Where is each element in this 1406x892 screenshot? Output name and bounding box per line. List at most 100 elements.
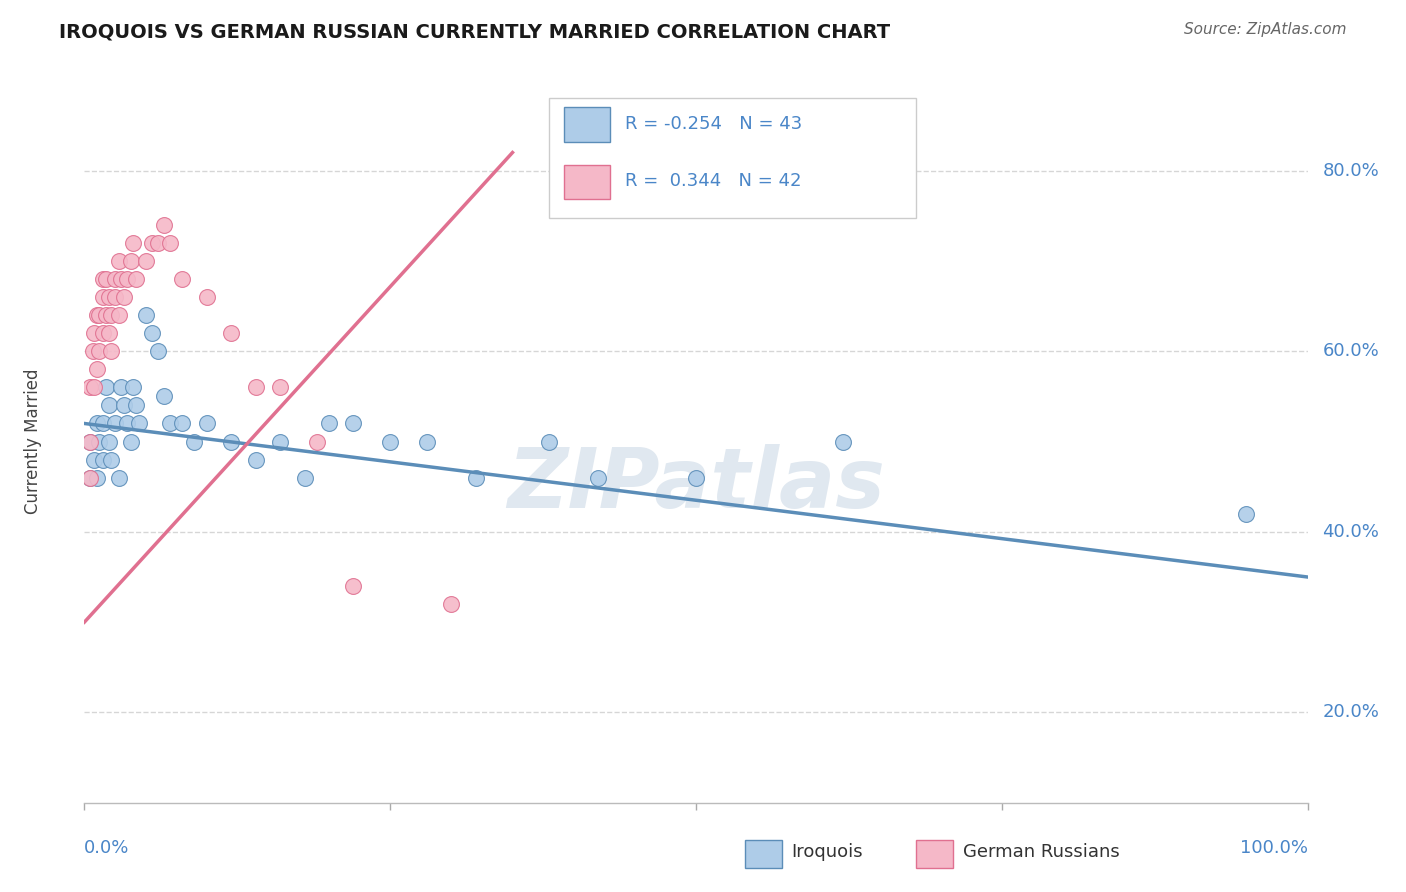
Point — [120, 434, 142, 449]
Point — [135, 308, 157, 322]
Text: IROQUOIS VS GERMAN RUSSIAN CURRENTLY MARRIED CORRELATION CHART: IROQUOIS VS GERMAN RUSSIAN CURRENTLY MAR… — [59, 22, 890, 41]
FancyBboxPatch shape — [564, 165, 610, 200]
FancyBboxPatch shape — [564, 107, 610, 142]
Point — [538, 434, 561, 449]
Point — [79, 470, 101, 484]
Point — [96, 272, 118, 286]
Point — [110, 380, 132, 394]
Point — [96, 308, 118, 322]
Point — [96, 380, 118, 394]
Point — [79, 380, 101, 394]
Text: R =  0.344   N = 42: R = 0.344 N = 42 — [626, 172, 801, 190]
Point — [342, 417, 364, 431]
Point — [831, 434, 853, 449]
Text: Source: ZipAtlas.com: Source: ZipAtlas.com — [1184, 22, 1347, 37]
Point — [91, 272, 114, 286]
Point — [120, 253, 142, 268]
Point — [141, 326, 163, 340]
Point — [464, 470, 486, 484]
Point — [97, 290, 120, 304]
Point — [86, 362, 108, 376]
Point — [342, 579, 364, 593]
Point — [83, 326, 105, 340]
Point — [115, 417, 138, 431]
FancyBboxPatch shape — [550, 98, 917, 218]
Point — [97, 434, 120, 449]
Text: Iroquois: Iroquois — [792, 843, 863, 861]
Text: 40.0%: 40.0% — [1322, 523, 1379, 541]
Point — [159, 417, 181, 431]
Point — [153, 389, 176, 403]
Point — [91, 417, 114, 431]
Point — [318, 417, 340, 431]
Point — [245, 380, 267, 394]
Point — [440, 597, 463, 611]
Point — [146, 235, 169, 250]
Point — [87, 434, 110, 449]
Point — [122, 235, 145, 250]
Point — [128, 417, 150, 431]
Point — [97, 326, 120, 340]
Point — [91, 452, 114, 467]
Point — [100, 452, 122, 467]
Point — [107, 253, 129, 268]
Point — [83, 380, 105, 394]
Text: 20.0%: 20.0% — [1322, 704, 1379, 722]
Point — [195, 290, 218, 304]
Point — [100, 344, 122, 359]
Point — [125, 272, 148, 286]
Point — [125, 398, 148, 412]
Point — [87, 344, 110, 359]
Point — [107, 470, 129, 484]
Text: German Russians: German Russians — [963, 843, 1119, 861]
Point — [305, 434, 328, 449]
Point — [172, 272, 194, 286]
Text: R = -0.254   N = 43: R = -0.254 N = 43 — [626, 115, 803, 133]
Point — [97, 398, 120, 412]
Point — [219, 434, 242, 449]
Point — [685, 470, 707, 484]
Point — [104, 290, 127, 304]
Text: ZIPatlas: ZIPatlas — [508, 444, 884, 525]
Point — [172, 417, 194, 431]
Point — [146, 344, 169, 359]
Point — [219, 326, 242, 340]
Point — [112, 398, 135, 412]
Point — [110, 272, 132, 286]
Point — [141, 235, 163, 250]
Text: 80.0%: 80.0% — [1322, 161, 1379, 179]
Point — [115, 272, 138, 286]
Point — [269, 380, 291, 394]
Text: 60.0%: 60.0% — [1322, 343, 1379, 360]
Point — [294, 470, 316, 484]
Point — [86, 417, 108, 431]
Point — [195, 417, 218, 431]
Point — [107, 308, 129, 322]
Point — [91, 326, 114, 340]
Point — [245, 452, 267, 467]
Point — [112, 290, 135, 304]
Point — [79, 434, 101, 449]
FancyBboxPatch shape — [745, 840, 782, 868]
Point — [104, 417, 127, 431]
Point — [183, 434, 205, 449]
Point — [82, 344, 104, 359]
Point — [135, 253, 157, 268]
Point — [104, 272, 127, 286]
FancyBboxPatch shape — [917, 840, 953, 868]
Text: 0.0%: 0.0% — [84, 838, 129, 857]
Point — [416, 434, 439, 449]
Text: 100.0%: 100.0% — [1240, 838, 1308, 857]
Point — [86, 470, 108, 484]
Point — [380, 434, 402, 449]
Point — [269, 434, 291, 449]
Point — [86, 308, 108, 322]
Text: Currently Married: Currently Married — [24, 368, 42, 515]
Point — [159, 235, 181, 250]
Point — [83, 452, 105, 467]
Point — [87, 308, 110, 322]
Point — [586, 470, 609, 484]
Point — [79, 470, 101, 484]
Point — [91, 290, 114, 304]
Point — [100, 308, 122, 322]
